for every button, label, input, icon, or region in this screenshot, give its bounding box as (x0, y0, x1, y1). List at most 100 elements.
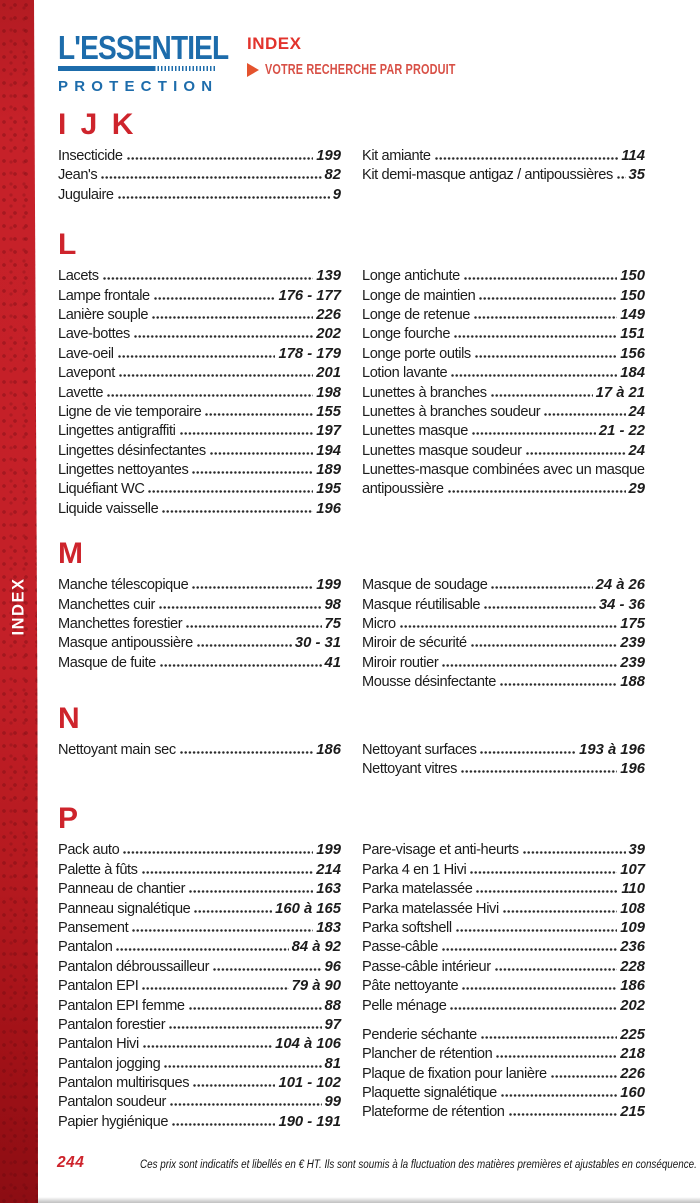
dotted-leader (494, 958, 618, 971)
index-entry: antipoussière 29 (362, 481, 645, 500)
dotted-leader (550, 1065, 618, 1078)
page-ref: 75 (324, 616, 341, 633)
entry-label: Pantalon jogging (58, 1055, 161, 1072)
index-entry: Parka matelassée Hivi 108 (362, 900, 645, 920)
section-letter: M (58, 537, 86, 571)
dotted-leader (194, 900, 273, 913)
dotted-leader (192, 577, 314, 590)
index-entry: Pantalon forestier 97 (58, 1016, 341, 1036)
index-entry: Liquéfiant WC 195 (58, 481, 341, 500)
index-sections: I J K Insecticide 199 Jean's 82 Jugulaire 9 Kit… (58, 0, 645, 1133)
dotted-leader (525, 442, 626, 455)
entry-label: Pâte nettoyante (362, 978, 459, 995)
dotted-leader (544, 403, 626, 416)
entry-label: Panneau de chantier (58, 881, 186, 898)
section-columns: Insecticide 199 Jean's 82 Jugulaire 9 Kit amia… (58, 148, 645, 206)
entry-label: Parka matelassée (362, 881, 473, 898)
index-entry: Longe porte outils 156 (362, 345, 645, 365)
entry-label: Longe porte outils (362, 345, 471, 362)
logo-tagline: PROTECTION (58, 78, 219, 95)
dotted-leader (117, 345, 276, 358)
page-bottom-shadow (0, 1197, 700, 1203)
index-entry: Manche télescopique 199 (58, 577, 341, 596)
dotted-leader (399, 616, 618, 629)
index-entry: Pantalon EPI 79 à 90 (58, 978, 341, 997)
dotted-leader (192, 462, 314, 475)
page-ref: 99 (324, 1094, 341, 1111)
page-ref: 101 - 102 (278, 1075, 341, 1092)
dotted-leader (213, 958, 322, 971)
index-subtitle: VOTRE RECHERCHE PAR PRODUIT (265, 62, 456, 78)
index-entry: Jean's 82 (58, 167, 341, 186)
entry-label: Masque de fuite (58, 654, 156, 671)
entry-label: Plaquette signalétique (362, 1085, 497, 1102)
index-entry: Nettoyant vitres 196 (362, 760, 645, 780)
entry-label: Longe antichute (362, 268, 460, 285)
page-ref: 34 - 36 (598, 596, 645, 613)
dotted-leader (169, 1016, 322, 1029)
page-ref: 104 à 106 (275, 1036, 341, 1053)
logo-underline-stripes (154, 66, 215, 71)
column-left: Nettoyant main sec 186 (58, 741, 341, 761)
page-ref: 195 (316, 481, 341, 498)
page-ref: 108 (620, 900, 645, 917)
index-entry: Lampe frontale 176 - 177 (58, 287, 341, 307)
page-ref: 21 - 22 (598, 423, 645, 440)
index-entry: Lingettes antigraffiti 197 (58, 423, 341, 442)
entry-label: Pack auto (58, 842, 120, 859)
index-entry: Lacets 139 (58, 268, 341, 287)
index-entry: Pantalon jogging 81 (58, 1055, 341, 1075)
dotted-leader (480, 741, 577, 754)
index-entry: Panneau signalétique 160 à 165 (58, 900, 341, 920)
index-entry: Lave-oeil 178 - 179 (58, 345, 341, 365)
page-ref: 82 (324, 167, 341, 184)
index-entry: Longe de retenue 149 (362, 306, 645, 326)
entry-label: Panneau signalétique (58, 900, 191, 917)
entry-label: Masque antipoussière (58, 635, 193, 652)
footer-note: Ces prix sont indicatifs et libellés en … (140, 1157, 697, 1171)
entry-label: Pantalon débroussailleur (58, 958, 210, 975)
entry-label: Miroir routier (362, 654, 439, 671)
dotted-leader (126, 148, 314, 160)
index-section: N Nettoyant main sec 186 Nettoyant surfaces… (58, 702, 645, 781)
dotted-leader (107, 384, 314, 397)
column-right: Kit amiante 114 Kit demi-masque antigaz / … (362, 148, 645, 187)
dotted-leader (454, 326, 618, 339)
dotted-leader (499, 674, 618, 687)
page-ref: 239 (620, 654, 645, 671)
dotted-leader (118, 365, 314, 378)
entry-label: Parka 4 en 1 Hivi (362, 861, 467, 878)
section-columns: Nettoyant main sec 186 Nettoyant surfaces 1… (58, 741, 645, 781)
index-entry: Masque de fuite 41 (58, 654, 341, 674)
section-columns: Lacets 139 Lampe frontale 176 - 177 Lanière … (58, 268, 645, 520)
page-ref: 186 (620, 978, 645, 995)
entry-label: Lunettes masque (362, 423, 468, 440)
page-ref: 24 (628, 403, 645, 420)
column-left: Insecticide 199 Jean's 82 Jugulaire 9 (58, 148, 341, 206)
index-entry: Lavette 198 (58, 384, 341, 404)
dotted-leader (484, 596, 596, 609)
entry-label: Kit amiante (362, 148, 431, 164)
dotted-leader (470, 861, 618, 874)
page-ref: 186 (316, 741, 341, 758)
dotted-leader (209, 442, 314, 455)
entry-label: Lampe frontale (58, 287, 150, 304)
entry-label: Passe-câble intérieur (362, 958, 491, 975)
index-entry: Panneau de chantier 163 (58, 881, 341, 900)
entry-label: Pantalon Hivi (58, 1036, 139, 1053)
page-ref: 236 (620, 939, 645, 956)
index-entry: Miroir de sécurité 239 (362, 635, 645, 654)
entry-label: Lingettes désinfectantes (58, 442, 206, 459)
dotted-leader (434, 148, 619, 160)
page-ref: 39 (628, 842, 645, 859)
entry-label: Lacets (58, 268, 99, 285)
index-entry: Longe de maintien 150 (362, 287, 645, 307)
index-entry: Pantalon débroussailleur 96 (58, 958, 341, 978)
column-left: Manche télescopique 199 Manchettes cuir 98 M… (58, 577, 341, 674)
page-ref: 194 (316, 442, 341, 459)
dotted-leader (142, 978, 289, 991)
dotted-leader (490, 384, 593, 397)
page-ref: 199 (316, 148, 341, 164)
page-ref: 35 (628, 167, 645, 184)
page-ref: 225 (620, 1026, 645, 1043)
